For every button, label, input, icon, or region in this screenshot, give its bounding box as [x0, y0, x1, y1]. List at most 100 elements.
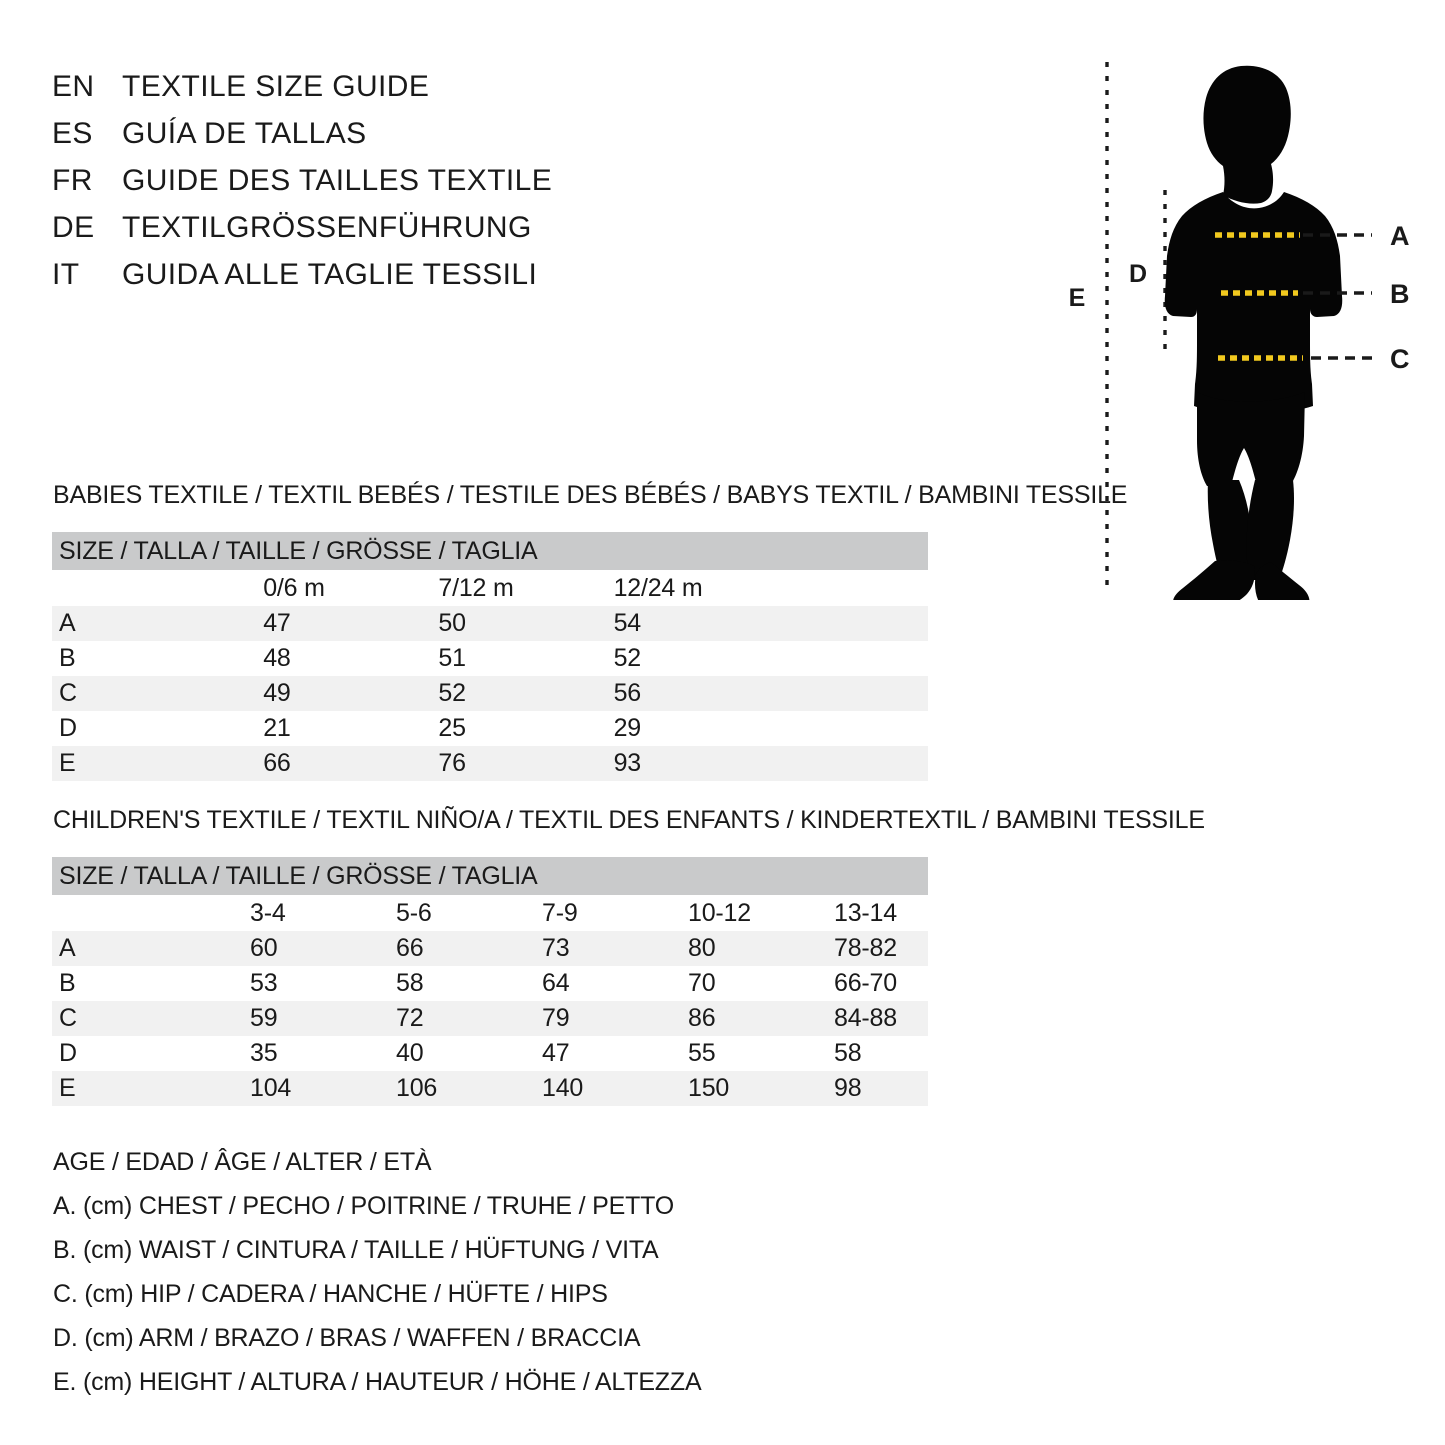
language-row-it: IT GUIDA ALLE TAGLIE TESSILI — [52, 258, 672, 305]
table-row: A 47 50 54 — [52, 606, 928, 641]
language-row-de: DE TEXTILGRÖSSENFÜHRUNG — [52, 211, 672, 258]
children-cell-c-1: 72 — [344, 1001, 490, 1036]
children-cell-d-0: 35 — [198, 1036, 344, 1071]
babies-cell-d-0: 21 — [227, 711, 403, 746]
children-cell-b-3: 70 — [636, 966, 782, 1001]
children-column-header-row: 3-4 5-6 7-9 10-12 13-14 — [52, 895, 928, 931]
language-title-block: EN TEXTILE SIZE GUIDE ES GUÍA DE TALLAS … — [52, 70, 672, 305]
babies-cell-c-2: 56 — [577, 676, 753, 711]
children-cell-a-4: 78-82 — [782, 931, 928, 966]
children-cell-e-4: 98 — [782, 1071, 928, 1106]
children-col-header-2: 7-9 — [490, 895, 636, 931]
babies-row-label-a: A — [52, 606, 228, 641]
figure-label-e: E — [1069, 284, 1086, 312]
language-row-fr: FR GUIDE DES TAILLES TEXTILE — [52, 164, 672, 211]
language-code-fr: FR — [52, 164, 93, 197]
children-cell-d-3: 55 — [636, 1036, 782, 1071]
children-cell-e-1: 106 — [344, 1071, 490, 1106]
children-row-label-b: B — [52, 966, 198, 1001]
babies-row-label-d: D — [52, 711, 228, 746]
language-row-en: EN TEXTILE SIZE GUIDE — [52, 70, 672, 117]
legend-row-chest: A. (cm) CHEST / PECHO / POITRINE / TRUHE… — [53, 1192, 675, 1220]
babies-cell-e-spacer — [752, 746, 928, 781]
children-band-header: SIZE / TALLA / TAILLE / GRÖSSE / TAGLIA — [52, 857, 928, 895]
language-title-fr: GUIDE DES TAILLES TEXTILE — [122, 164, 553, 197]
children-cell-b-4: 66-70 — [782, 966, 928, 1001]
babies-size-table: SIZE / TALLA / TAILLE / GRÖSSE / TAGLIA … — [52, 532, 928, 781]
table-row: B 48 51 52 — [52, 641, 928, 676]
babies-row-label-e: E — [52, 746, 228, 781]
children-corner-cell — [52, 895, 198, 931]
legend-row-height: E. (cm) HEIGHT / ALTURA / HAUTEUR / HÖHE… — [53, 1368, 702, 1396]
table-row: C 59 72 79 86 84-88 — [52, 1001, 928, 1036]
children-cell-e-3: 150 — [636, 1071, 782, 1106]
children-cell-a-1: 66 — [344, 931, 490, 966]
children-col-header-0: 3-4 — [198, 895, 344, 931]
table-row: D 21 25 29 — [52, 711, 928, 746]
legend-row-waist: B. (cm) WAIST / CINTURA / TAILLE / HÜFTU… — [53, 1236, 659, 1264]
table-row: A 60 66 73 80 78-82 — [52, 931, 928, 966]
babies-cell-e-2: 93 — [577, 746, 753, 781]
child-silhouette-diagram: E D — [1045, 40, 1445, 600]
babies-cell-a-spacer — [752, 606, 928, 641]
language-title-en: TEXTILE SIZE GUIDE — [122, 70, 430, 103]
babies-col-header-2: 12/24 m — [577, 570, 753, 606]
figure-label-a: A — [1390, 221, 1410, 251]
babies-band-header-row: SIZE / TALLA / TAILLE / GRÖSSE / TAGLIA — [52, 532, 928, 570]
babies-col-header-1: 7/12 m — [402, 570, 578, 606]
table-row: E 66 76 93 — [52, 746, 928, 781]
babies-col-header-spacer — [752, 570, 928, 606]
children-cell-b-0: 53 — [198, 966, 344, 1001]
legend-row-hip: C. (cm) HIP / CADERA / HANCHE / HÜFTE / … — [53, 1280, 608, 1308]
babies-cell-d-2: 29 — [577, 711, 753, 746]
children-cell-b-2: 64 — [490, 966, 636, 1001]
children-row-label-e: E — [52, 1071, 198, 1106]
babies-cell-c-0: 49 — [227, 676, 403, 711]
babies-cell-e-0: 66 — [227, 746, 403, 781]
language-title-it: GUIDA ALLE TAGLIE TESSILI — [122, 258, 538, 291]
figure-label-c: C — [1390, 344, 1410, 374]
babies-column-header-row: 0/6 m 7/12 m 12/24 m — [52, 570, 928, 606]
babies-cell-b-0: 48 — [227, 641, 403, 676]
children-row-label-d: D — [52, 1036, 198, 1071]
babies-cell-b-1: 51 — [402, 641, 578, 676]
language-row-es: ES GUÍA DE TALLAS — [52, 117, 672, 164]
babies-cell-b-spacer — [752, 641, 928, 676]
children-cell-c-2: 79 — [490, 1001, 636, 1036]
children-cell-a-2: 73 — [490, 931, 636, 966]
language-title-es: GUÍA DE TALLAS — [122, 117, 367, 150]
babies-col-header-0: 0/6 m — [227, 570, 403, 606]
babies-cell-a-0: 47 — [227, 606, 403, 641]
children-section-title: CHILDREN'S TEXTILE / TEXTIL NIÑO/A / TEX… — [53, 806, 1205, 834]
children-cell-c-4: 84-88 — [782, 1001, 928, 1036]
children-cell-d-1: 40 — [344, 1036, 490, 1071]
language-code-de: DE — [52, 211, 95, 244]
babies-cell-b-2: 52 — [577, 641, 753, 676]
table-row: B 53 58 64 70 66-70 — [52, 966, 928, 1001]
children-col-header-4: 13-14 — [782, 895, 928, 931]
babies-cell-c-spacer — [752, 676, 928, 711]
language-code-it: IT — [52, 258, 80, 291]
babies-cell-a-1: 50 — [402, 606, 578, 641]
legend-row-arm: D. (cm) ARM / BRAZO / BRAS / WAFFEN / BR… — [53, 1324, 641, 1352]
language-title-de: TEXTILGRÖSSENFÜHRUNG — [122, 211, 532, 244]
children-cell-b-1: 58 — [344, 966, 490, 1001]
children-cell-e-2: 140 — [490, 1071, 636, 1106]
children-cell-c-0: 59 — [198, 1001, 344, 1036]
measurement-legend: AGE / EDAD / ÂGE / ALTER / ETÀ A. (cm) C… — [53, 1140, 773, 1404]
children-cell-a-3: 80 — [636, 931, 782, 966]
children-cell-c-3: 86 — [636, 1001, 782, 1036]
table-row: D 35 40 47 55 58 — [52, 1036, 928, 1071]
child-silhouette-shape — [1164, 65, 1343, 600]
babies-corner-cell — [52, 570, 228, 606]
children-cell-d-2: 47 — [490, 1036, 636, 1071]
table-row: C 49 52 56 — [52, 676, 928, 711]
babies-cell-d-1: 25 — [402, 711, 578, 746]
babies-row-label-c: C — [52, 676, 228, 711]
children-col-header-3: 10-12 — [636, 895, 782, 931]
children-cell-d-4: 58 — [782, 1036, 928, 1071]
children-row-label-c: C — [52, 1001, 198, 1036]
table-row: E 104 106 140 150 98 — [52, 1071, 928, 1106]
babies-row-label-b: B — [52, 641, 228, 676]
